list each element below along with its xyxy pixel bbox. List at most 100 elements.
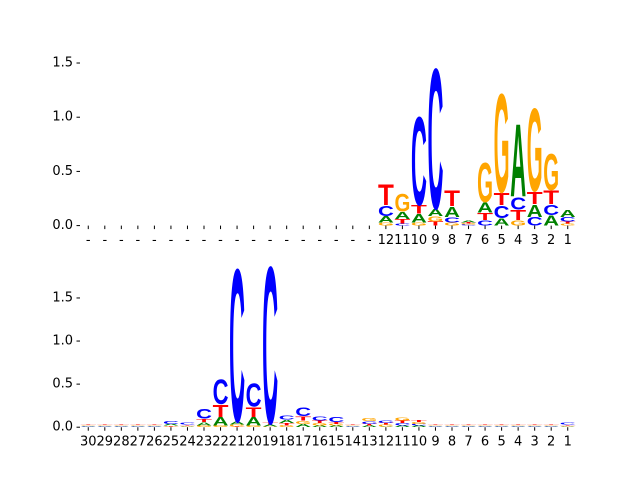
logo-letter: G [378,424,394,427]
x-tick-label: - [284,233,289,248]
logo-letter: C [527,425,543,426]
x-tick-label: 25 [163,435,180,450]
logo-letter: C [477,219,493,227]
logo-letter: A [543,426,559,427]
y-tick-label: 1.5 [52,290,73,305]
logo-letter: G [312,423,328,427]
logo-letter: A [279,419,296,424]
logo-letter: C [328,416,344,424]
logo-letter: G [394,416,410,421]
logo-letter: C [477,425,493,426]
logo-letter: T [411,420,428,423]
logo-letter: C [196,406,212,422]
logo-letter: A [113,426,129,427]
logo-letter: T [196,418,213,423]
logo-letter: G [262,426,278,427]
y-tick-label: 0.0 [52,420,73,435]
logo-letter: T [130,424,147,425]
logo-letter: T [97,424,114,425]
y-tick-label: 1.5 [52,56,73,71]
x-tick-label: 12 [378,233,395,248]
logo-letter: G [461,424,477,425]
x-tick-label: - [102,233,107,248]
logo-letter: G [246,425,262,428]
logo-letter: C [130,425,146,426]
logo-letter: G [328,424,344,427]
logo-letter: A [196,422,213,427]
logo-letter: T [229,426,246,427]
x-tick-label: 27 [130,435,147,450]
logo-letter: C [411,92,427,233]
logo-letter: C [543,425,559,426]
logo-letter: A [361,425,377,428]
x-tick-label: - [169,233,174,248]
logo-letter: A [345,426,361,427]
x-tick-label: 2 [547,233,555,248]
x-tick-label: 7 [464,435,472,450]
x-tick-label: - [251,233,256,248]
x-tick-label: 19 [262,435,279,450]
logo-letter: A [229,421,246,426]
logo-letter: A [246,415,262,428]
logo-letter: A [560,207,576,219]
logo-letter: A [378,214,394,224]
logo-letter: A [180,426,196,427]
logo-letter: T [510,424,527,425]
logo-letter: A [97,426,113,427]
logo-letter: T [444,424,461,425]
logo-letter: C [494,425,510,426]
logo-letter: C [295,405,311,418]
logo-letter: T [527,188,543,208]
logo-letter: T [279,422,296,426]
logo-letter: G [527,85,543,217]
logo-letter: A [461,426,477,427]
logo-letter: A [163,424,179,427]
logo-letter: T [180,424,197,425]
logo-letter: G [510,424,526,425]
x-tick-label: - [350,233,355,248]
logo-letter: A [411,212,427,225]
logo-letter: G [345,424,361,425]
y-tick-label: 1.0 [52,110,73,125]
logo-letter: C [113,425,129,426]
x-tick-label: 28 [113,435,130,450]
logo-letter: C [229,223,245,468]
logo-letter: G [279,425,295,428]
x-tick-label: 15 [328,435,345,450]
x-tick-label: 1 [564,435,572,450]
x-tick-label: 20 [245,435,262,450]
x-tick-label: 22 [212,435,229,450]
x-tick-label: - [301,233,306,248]
x-tick-label: 6 [481,435,489,450]
logo-letter: T [345,424,362,425]
logo-letter: T [494,424,511,425]
logo-letter: A [428,206,444,218]
x-tick-label: 5 [497,233,505,248]
logo-letter: C [444,216,460,224]
logo-letter: A [543,212,559,229]
logo-letter: A [510,426,526,427]
x-tick-label: - [334,233,339,248]
logo-letter: T [361,423,378,426]
logo-letter: A [494,426,510,427]
x-tick-label: 29 [97,435,114,450]
logo-letter: A [262,424,278,427]
logo-letter: G [560,425,576,426]
x-tick-label: - [136,233,141,248]
logo-letter: T [461,424,478,425]
logo-letter: A [411,425,427,428]
x-tick-label: 4 [514,435,522,450]
x-tick-label: - [218,233,223,248]
logo-letter: G [543,424,559,425]
logo-letter: G [213,425,229,428]
logo-letter: T [295,415,312,422]
logo-letter: T [378,422,395,425]
logo-letter: C [246,377,262,414]
logo-letter: A [527,426,543,427]
logo-letter: A [477,426,493,427]
logo-letter: G [295,420,311,425]
y-tick-label: 0.5 [52,164,73,179]
x-tick-label: 11 [394,435,411,450]
y-tick-label: 0.0 [52,218,73,233]
